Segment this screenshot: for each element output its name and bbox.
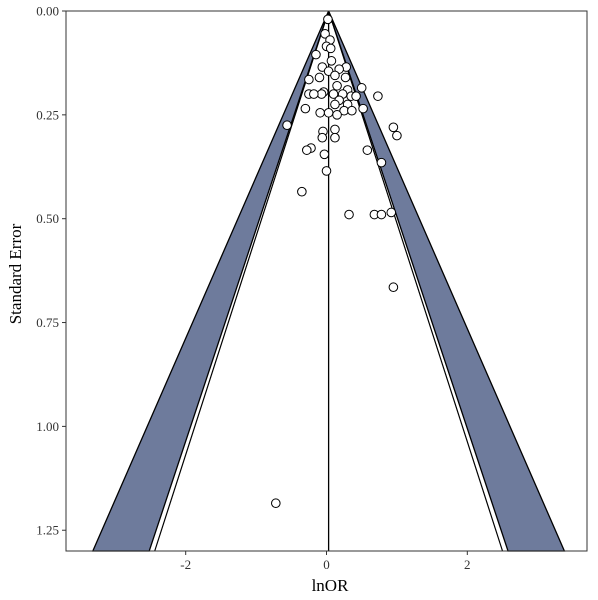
data-point [344,209,354,220]
data-point [376,157,387,168]
funnel-inner-line-left [154,10,330,552]
data-point [317,132,328,143]
y-tick-label: 0.25 [36,107,59,122]
funnel-inner-line-right [328,10,504,552]
data-point [326,56,337,66]
data-point [330,70,340,81]
data-point [392,130,402,141]
data-points [271,14,402,509]
data-point [388,122,399,133]
data-point [386,207,397,218]
data-point [282,120,292,131]
data-point [297,186,307,197]
data-point [351,91,361,101]
data-point [315,107,325,118]
data-point [358,103,368,114]
data-point [300,103,311,114]
data-point [330,124,340,135]
data-point [304,74,314,85]
funnel-region [91,10,566,552]
data-point [311,49,321,60]
data-point [340,72,351,83]
funnel-band-left [91,10,330,552]
data-point [332,110,342,120]
data-point [314,72,325,83]
data-point [362,145,373,155]
y-axis: 0.00 0.25 0.50 0.75 1.00 1.25 [36,4,66,538]
data-point [323,14,333,25]
x-axis-title: lnOR [312,576,350,595]
data-point [325,43,336,54]
data-point [330,132,340,143]
y-tick-label: 0.50 [36,211,59,226]
data-point [271,498,281,509]
data-point [323,107,334,118]
data-point [321,166,332,176]
y-tick-label: 0.00 [36,4,59,19]
x-axis: -2 0 2 [180,551,471,572]
x-tick-label: -2 [180,557,191,572]
data-point [309,89,319,99]
data-point [328,89,339,99]
x-tick-label: 2 [464,557,471,572]
data-point [376,209,387,220]
data-point [332,80,342,91]
data-point [320,29,330,39]
data-point [301,145,312,155]
data-point [373,91,383,101]
data-point [388,282,399,293]
y-axis-title: Standard Error [6,223,25,324]
y-tick-label: 1.00 [36,419,59,434]
y-tick-label: 1.25 [36,523,59,538]
y-tick-label: 0.75 [36,315,59,330]
data-point [330,99,340,110]
data-point [356,83,367,93]
x-tick-label: 0 [323,557,330,572]
data-point [347,105,357,116]
data-point [319,149,330,160]
